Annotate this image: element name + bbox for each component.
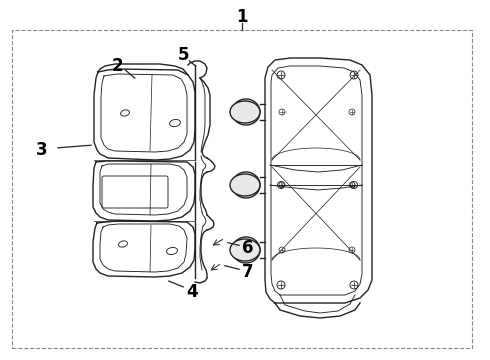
Text: 2: 2 [111,57,123,75]
Ellipse shape [230,174,260,196]
Text: 1: 1 [236,8,248,26]
Text: 5: 5 [177,46,189,64]
Ellipse shape [230,101,260,123]
Text: 3: 3 [36,141,48,159]
Text: 4: 4 [186,283,198,301]
Text: 6: 6 [242,239,254,257]
Ellipse shape [230,239,260,261]
Text: 7: 7 [242,263,254,281]
